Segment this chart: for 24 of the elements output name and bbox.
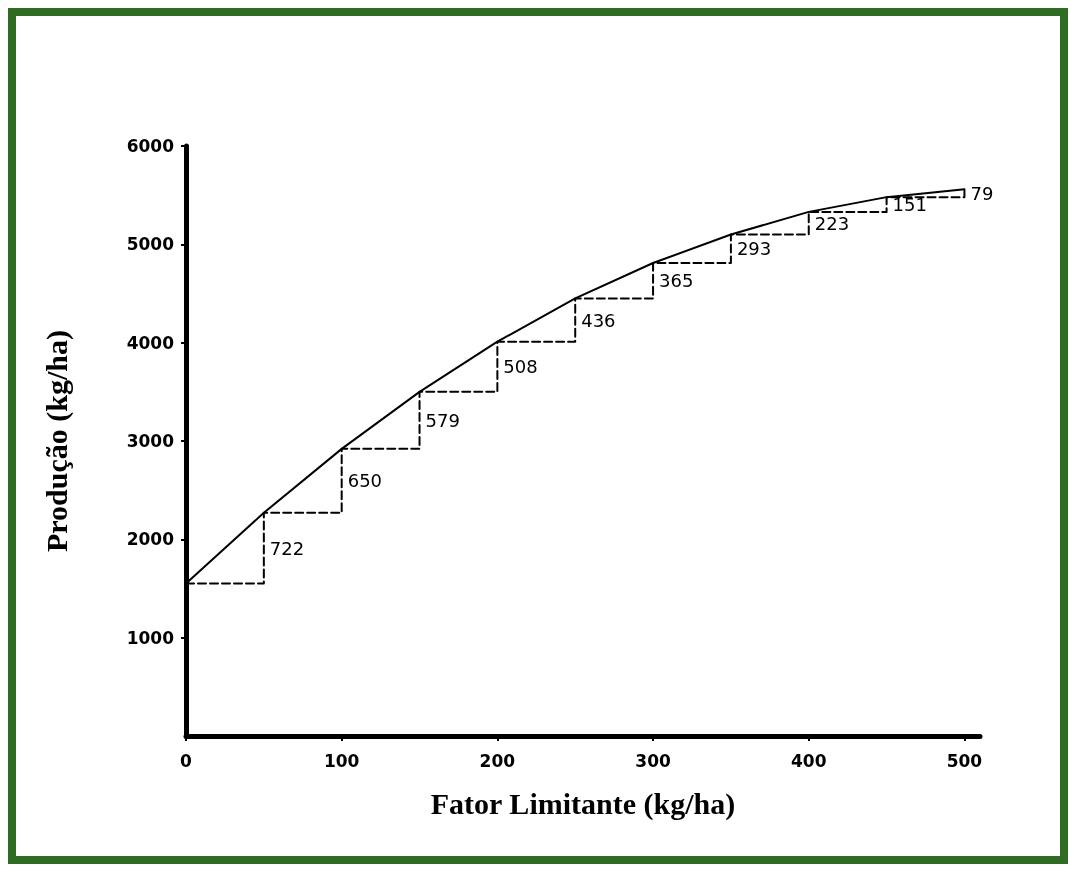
- y-tick-label: 2000: [126, 529, 175, 550]
- annotation: 579: [425, 409, 460, 431]
- y-tick-label: 4000: [126, 332, 175, 353]
- x-tick-label: 200: [479, 750, 516, 771]
- annotation: 79: [970, 182, 994, 204]
- y-tick-label: 3000: [126, 431, 175, 451]
- annotation: 650: [347, 470, 383, 492]
- x-tick-label: 500: [946, 750, 983, 771]
- annotation: 293: [736, 238, 772, 260]
- x-axis-title: Fator Limitante (kg/ha): [430, 786, 736, 821]
- y-tick-label: 5000: [126, 234, 175, 255]
- x-tick-label: 400: [791, 750, 827, 771]
- annotation: 508: [503, 356, 538, 378]
- annotation: 223: [814, 212, 850, 234]
- y-tick-label: 6000: [126, 136, 175, 156]
- x-tick-label: 100: [323, 750, 360, 771]
- x-tick-label: 0: [180, 750, 193, 771]
- annotation: 722: [269, 537, 305, 559]
- annotation: 365: [659, 270, 694, 292]
- x-tick-label: 300: [635, 750, 671, 771]
- annotation: 151: [892, 194, 927, 216]
- annotation: 436: [581, 309, 616, 331]
- y-axis-title: Produção (kg/ha): [39, 330, 74, 552]
- y-tick-label: 1000: [126, 627, 175, 648]
